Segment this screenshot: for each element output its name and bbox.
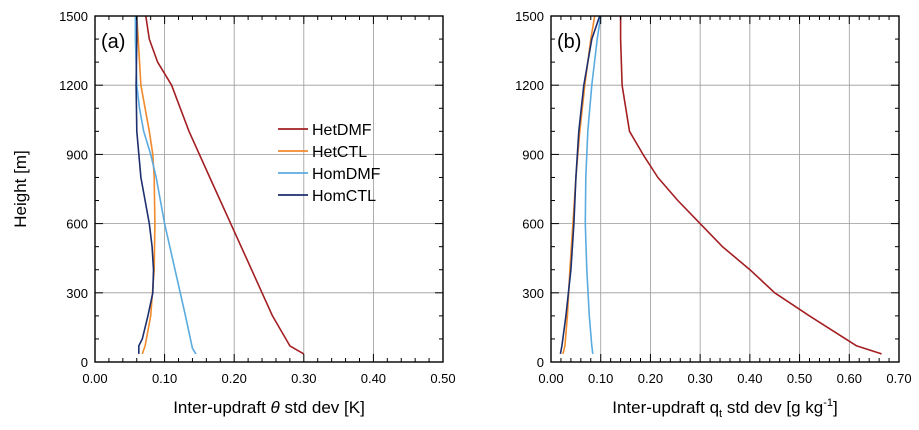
panel-b-x-tick-label: 0.60 <box>837 371 862 386</box>
panel-a-x-tick-label: 0.10 <box>152 371 177 386</box>
panel-b-x-tick-label: 0.70 <box>886 371 911 386</box>
panel-a-y-tick-label: 300 <box>66 286 88 301</box>
panel-b-y-tick-label: 1500 <box>515 9 544 24</box>
panel-b-x-tick-label: 0.40 <box>737 371 762 386</box>
panel-b-label: (b) <box>557 31 581 53</box>
panel-b-x-tick-label: 0.20 <box>638 371 663 386</box>
panel-a-series-homctl <box>135 16 155 354</box>
legend-label-homctl: HomCTL <box>312 188 376 205</box>
panel-a-label: (a) <box>101 31 125 53</box>
panel-a-y-tick-label: 900 <box>66 147 88 162</box>
legend-label-homdmf: HomDMF <box>312 166 381 183</box>
panel-a-y-tick-label: 1200 <box>59 78 88 93</box>
panel-a-y-tick-label: 0 <box>81 355 88 370</box>
panel-a-series-homdmf <box>134 16 197 355</box>
panel-b-series-homdmf <box>584 15 602 354</box>
panel-a-x-axis-title: Inter-updraft θ std dev [K] <box>173 398 365 417</box>
panel-a-series-hetctl <box>136 15 156 355</box>
panel-a-x-title-post: std dev [K] <box>280 398 365 417</box>
panel-a-x-tick-label: 0.00 <box>82 371 107 386</box>
panel-b-x-title-pre: Inter-updraft q <box>612 398 719 417</box>
panel-b-x-axis-title: Inter-updraft qt std dev [g kg-1] <box>612 397 837 420</box>
legend-label-hetdmf: HetDMF <box>312 122 372 139</box>
panel-b-grid <box>551 16 899 362</box>
panel-b-x-tick-label: 0.50 <box>787 371 812 386</box>
panel-b-x-tick-label: 0.10 <box>588 371 613 386</box>
panel-a-x-tick-label: 0.30 <box>291 371 316 386</box>
panel-b-x-title-post: ] <box>833 398 838 417</box>
panel-a-y-tick-label: 600 <box>66 217 88 232</box>
panel-a: 0.00 0.10 0.20 0.30 0.40 0.50 0 300 600 900 1200 15… <box>11 9 456 417</box>
panel-a-x-title-pre: Inter-updraft <box>173 398 270 417</box>
panel-b-y-tick-label: 600 <box>522 217 544 232</box>
panel-b-x-title-superscript: -1 <box>823 397 833 409</box>
panel-a-y-tick-label: 1500 <box>59 9 88 24</box>
panel-b-x-tick-label: 0.00 <box>538 371 563 386</box>
panel-a-tick-labels: 0.00 0.10 0.20 0.30 0.40 0.50 0 300 600 900 1200 15… <box>59 9 456 386</box>
panel-a-x-tick-label: 0.50 <box>430 371 455 386</box>
panel-b: 0.00 0.10 0.20 0.30 0.40 0.50 0.60 0.70 0 300 600 9… <box>515 9 912 420</box>
panel-a-legend: HetDMF HetCTL HomDMF HomCTL <box>278 122 381 205</box>
panel-b-ticks <box>550 15 900 363</box>
panel-a-series-hetdmf <box>145 15 305 355</box>
panel-a-x-tick-label: 0.40 <box>361 371 386 386</box>
panel-b-y-tick-label: 900 <box>522 147 544 162</box>
panel-b-x-tick-label: 0.30 <box>687 371 712 386</box>
panel-b-x-title-mid: std dev [g kg <box>722 398 823 417</box>
panel-b-y-tick-label: 0 <box>537 355 544 370</box>
panel-a-series <box>134 15 305 355</box>
panel-b-series-hetdmf <box>619 16 882 355</box>
panel-a-x-title-symbol: θ <box>271 398 281 417</box>
panel-b-y-tick-label: 300 <box>522 286 544 301</box>
panel-b-y-tick-label: 1200 <box>515 78 544 93</box>
panel-b-series <box>559 15 882 355</box>
panel-a-frame <box>94 15 444 363</box>
panel-b-frame <box>550 15 900 363</box>
panel-b-tick-labels: 0.00 0.10 0.20 0.30 0.40 0.50 0.60 0.70 0 300 600 9… <box>515 9 912 386</box>
legend-label-hetctl: HetCTL <box>312 144 367 161</box>
panel-b-x-title-subscript: t <box>719 408 722 420</box>
panel-a-y-axis-title: Height [m] <box>11 150 30 227</box>
panel-a-x-tick-label: 0.20 <box>222 371 247 386</box>
panel-b-series-homctl <box>559 15 601 355</box>
